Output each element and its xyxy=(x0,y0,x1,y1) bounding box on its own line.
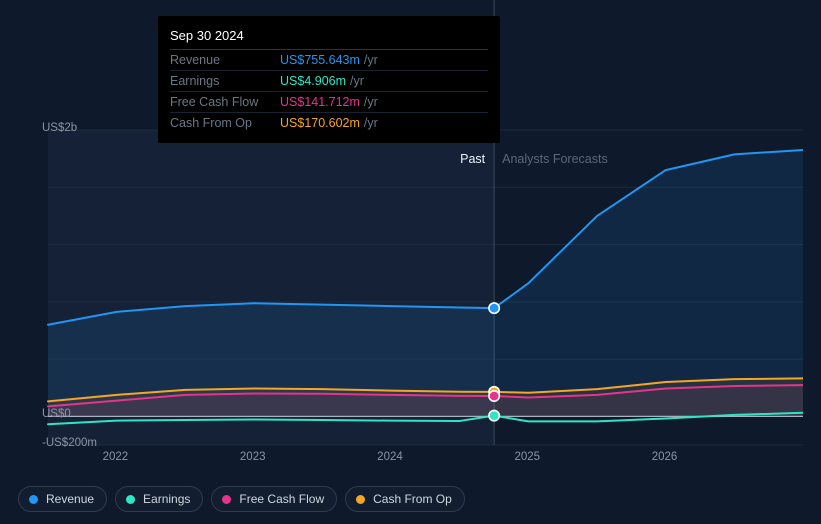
legend-item-label: Cash From Op xyxy=(373,492,452,506)
legend-item-earnings[interactable]: Earnings xyxy=(115,486,203,512)
legend-dot-icon xyxy=(222,495,231,504)
tooltip-date: Sep 30 2024 xyxy=(170,24,488,50)
legend-item-label: Revenue xyxy=(46,492,94,506)
legend-dot-icon xyxy=(29,495,38,504)
tooltip-row-value: US$170.602m/yr xyxy=(280,113,488,134)
x-axis-label: 2026 xyxy=(652,451,678,463)
tooltip-row: EarningsUS$4.906m/yr xyxy=(170,71,488,92)
x-axis-label: 2025 xyxy=(514,451,540,463)
legend-dot-icon xyxy=(356,495,365,504)
legend-item-label: Earnings xyxy=(143,492,190,506)
chart-legend: Revenue Earnings Free Cash Flow Cash From O… xyxy=(18,486,465,512)
chart-container: Past Analysts Forecasts Sep 30 2024 Reve… xyxy=(18,0,803,514)
x-axis-label: 2024 xyxy=(377,451,403,463)
x-axis-label: 2023 xyxy=(240,451,266,463)
region-label-past: Past xyxy=(460,152,485,166)
tooltip-row-value: US$141.712m/yr xyxy=(280,92,488,113)
tooltip-row: RevenueUS$755.643m/yr xyxy=(170,50,488,71)
legend-item-cash_from_op[interactable]: Cash From Op xyxy=(345,486,465,512)
y-axis-label: -US$200m xyxy=(42,437,97,449)
region-label-future: Analysts Forecasts xyxy=(502,152,608,166)
legend-item-free_cash_flow[interactable]: Free Cash Flow xyxy=(211,486,337,512)
tooltip-row-label: Free Cash Flow xyxy=(170,92,280,113)
tooltip-row-value: US$755.643m/yr xyxy=(280,50,488,71)
legend-item-label: Free Cash Flow xyxy=(239,492,324,506)
legend-dot-icon xyxy=(126,495,135,504)
tooltip-row: Cash From OpUS$170.602m/yr xyxy=(170,113,488,134)
y-axis-label: US$2b xyxy=(42,122,77,134)
tooltip-row: Free Cash FlowUS$141.712m/yr xyxy=(170,92,488,113)
y-axis-label: US$0 xyxy=(42,408,71,420)
chart-tooltip: Sep 30 2024 RevenueUS$755.643m/yrEarning… xyxy=(158,16,500,143)
tooltip-row-label: Earnings xyxy=(170,71,280,92)
tooltip-row-label: Revenue xyxy=(170,50,280,71)
tooltip-row-value: US$4.906m/yr xyxy=(280,71,488,92)
x-axis-label: 2022 xyxy=(103,451,129,463)
legend-item-revenue[interactable]: Revenue xyxy=(18,486,107,512)
tooltip-row-label: Cash From Op xyxy=(170,113,280,134)
tooltip-table: RevenueUS$755.643m/yrEarningsUS$4.906m/y… xyxy=(170,50,488,133)
